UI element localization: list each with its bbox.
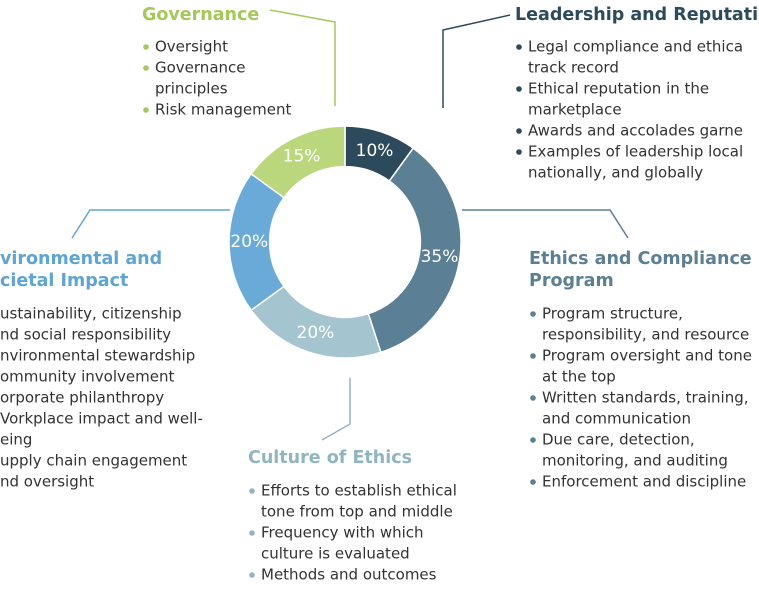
connector bbox=[462, 209, 629, 239]
bullet-text: responsibility, and resource bbox=[542, 326, 749, 344]
bullet-text: nationally, and globally bbox=[528, 164, 703, 182]
section-title: Leadership and Reputatio bbox=[515, 5, 759, 25]
bullet-dot bbox=[530, 437, 536, 443]
donut-segment bbox=[250, 125, 346, 199]
bullet-dot bbox=[143, 107, 149, 113]
connector bbox=[321, 378, 351, 441]
section-title: Governance bbox=[142, 5, 259, 25]
value-label: 35% bbox=[421, 247, 459, 267]
bullet-dot bbox=[249, 572, 255, 578]
bullet-text: track record bbox=[528, 59, 619, 77]
bullet-dot bbox=[249, 488, 255, 494]
bullet-text: ommunity involvement bbox=[0, 368, 174, 386]
donut-segment bbox=[367, 147, 462, 354]
bullet-text: nvironmental stewardship bbox=[0, 347, 195, 365]
bullet-dot bbox=[516, 128, 522, 134]
bullet-text: Frequency with which bbox=[261, 524, 424, 542]
bullet-dot bbox=[530, 479, 536, 485]
connector bbox=[71, 209, 230, 239]
bullet-dot bbox=[516, 44, 522, 50]
bullet-dot bbox=[249, 530, 255, 536]
section-title: cietal Impact bbox=[0, 271, 128, 291]
bullet-text: Program oversight and tone bbox=[542, 347, 752, 365]
value-label: 10% bbox=[356, 141, 394, 161]
bullet-text: marketplace bbox=[528, 101, 622, 119]
section-title: Ethics and Compliance bbox=[529, 249, 752, 269]
bullet-text: Written standards, training, bbox=[542, 389, 749, 407]
bullet-text: Examples of leadership local bbox=[528, 143, 743, 161]
bullet-dot bbox=[143, 65, 149, 71]
bullet-text: Legal compliance and ethica bbox=[528, 38, 743, 56]
bullet-dot bbox=[530, 311, 536, 317]
connector bbox=[442, 14, 511, 108]
bullet-dot bbox=[516, 149, 522, 155]
bullet-text: tone from top and middle bbox=[261, 503, 453, 521]
bullet-dot bbox=[530, 395, 536, 401]
bullet-text: Risk management bbox=[155, 101, 291, 119]
bullet-dot bbox=[143, 44, 149, 50]
bullet-text: monitoring, and auditing bbox=[542, 452, 728, 470]
bullet-text: Vorkplace impact and well- bbox=[0, 410, 203, 428]
value-label: 20% bbox=[297, 323, 335, 343]
value-label: 15% bbox=[283, 147, 321, 167]
section-title: Culture of Ethics bbox=[248, 448, 412, 468]
bullet-text: Program structure, bbox=[542, 305, 683, 323]
bullet-text: Methods and outcomes bbox=[261, 566, 437, 584]
bullet-dot bbox=[516, 86, 522, 92]
bullet-text: at the top bbox=[542, 368, 616, 386]
value-label: 20% bbox=[230, 232, 268, 252]
section-title: vironmental and bbox=[0, 249, 162, 269]
bullet-text: upply chain engagement bbox=[0, 452, 187, 470]
bullet-text: culture is evaluated bbox=[261, 545, 410, 563]
bullet-text: principles bbox=[155, 80, 228, 98]
bullet-text: ustainability, citizenship bbox=[0, 305, 182, 323]
section-title: Program bbox=[529, 271, 614, 291]
bullet-text: Due care, detection, bbox=[542, 431, 695, 449]
bullet-text: nd social responsibility bbox=[0, 326, 171, 344]
bullet-text: Enforcement and discipline bbox=[542, 473, 746, 491]
bullet-text: Governance bbox=[155, 59, 246, 77]
bullet-text: Efforts to establish ethical bbox=[261, 482, 457, 500]
bullet-text: Ethical reputation in the bbox=[528, 80, 709, 98]
bullet-text: orporate philanthropy bbox=[0, 389, 164, 407]
bullet-text: nd oversight bbox=[0, 473, 94, 491]
bullet-text: Awards and accolades garne bbox=[528, 122, 743, 140]
connector bbox=[269, 9, 336, 106]
bullet-text: and communication bbox=[542, 410, 691, 428]
bullet-text: Oversight bbox=[155, 38, 228, 56]
bullet-dot bbox=[530, 353, 536, 359]
bullet-text: eing bbox=[0, 431, 32, 449]
